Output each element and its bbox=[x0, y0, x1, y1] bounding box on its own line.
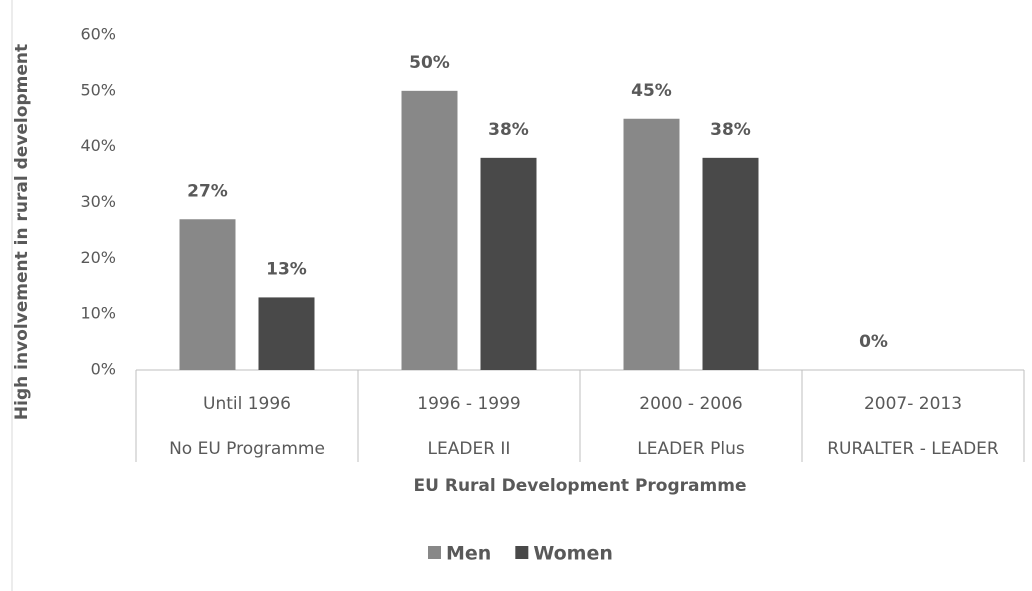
data-label: 38% bbox=[710, 120, 751, 140]
data-label: 50% bbox=[409, 53, 450, 73]
y-tick-label: 0% bbox=[91, 360, 116, 379]
bar bbox=[401, 90, 458, 370]
y-tick-label: 60% bbox=[80, 25, 116, 44]
y-axis-title: High involvement in rural development bbox=[12, 44, 32, 420]
x-tick-label: 2007- 2013 bbox=[864, 394, 962, 414]
data-label: 45% bbox=[631, 81, 672, 101]
bar bbox=[480, 157, 537, 370]
x-tick-label: LEADER II bbox=[428, 439, 511, 459]
x-tick-label: No EU Programme bbox=[169, 439, 325, 459]
x-tick-label: Until 1996 bbox=[203, 394, 291, 414]
y-tick-label: 40% bbox=[80, 136, 116, 155]
legend-label: Women bbox=[533, 543, 613, 565]
data-label: 13% bbox=[266, 259, 307, 279]
bar bbox=[702, 157, 759, 370]
x-tick-label: 1996 - 1999 bbox=[417, 394, 520, 414]
y-tick-label: 30% bbox=[80, 192, 116, 211]
y-tick-label: 20% bbox=[80, 248, 116, 267]
bar bbox=[623, 118, 680, 370]
data-label: 27% bbox=[187, 181, 228, 201]
data-label: 0% bbox=[859, 332, 888, 352]
x-tick-label: RURALTER - LEADER bbox=[827, 439, 999, 459]
x-axis-title: EU Rural Development Programme bbox=[414, 476, 747, 496]
y-tick-label: 50% bbox=[80, 80, 116, 99]
legend-label: Men bbox=[446, 543, 491, 565]
x-tick-label: LEADER Plus bbox=[637, 439, 745, 459]
legend-swatch bbox=[515, 546, 529, 559]
x-tick-label: 2000 - 2006 bbox=[639, 394, 742, 414]
data-label: 38% bbox=[488, 120, 529, 140]
bar bbox=[258, 297, 315, 370]
bar bbox=[179, 219, 236, 370]
y-tick-label: 10% bbox=[80, 304, 116, 323]
legend-swatch bbox=[428, 546, 441, 559]
